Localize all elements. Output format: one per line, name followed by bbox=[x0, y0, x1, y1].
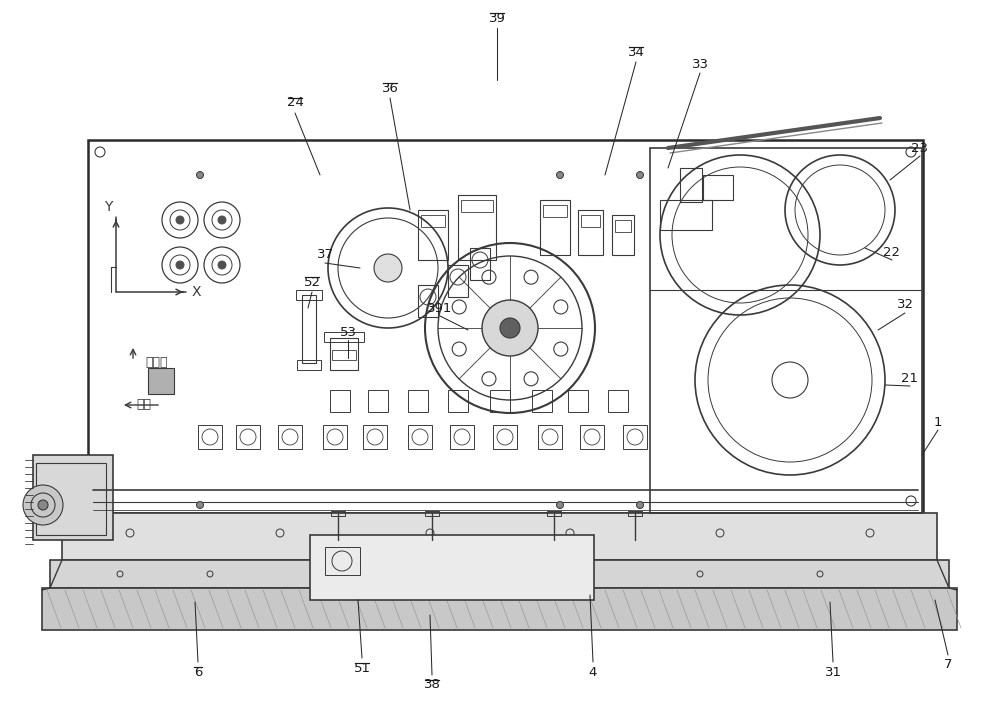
Circle shape bbox=[637, 502, 644, 508]
Bar bbox=[42, 588, 957, 630]
Bar bbox=[148, 368, 174, 394]
Bar bbox=[448, 265, 468, 297]
Text: 21: 21 bbox=[902, 371, 918, 385]
Text: 53: 53 bbox=[340, 326, 356, 339]
Bar bbox=[62, 513, 937, 560]
Bar bbox=[88, 140, 923, 513]
Bar bbox=[448, 390, 468, 412]
Bar bbox=[408, 425, 432, 449]
Text: 34: 34 bbox=[628, 46, 644, 58]
Bar bbox=[538, 425, 562, 449]
Circle shape bbox=[176, 216, 184, 224]
Circle shape bbox=[500, 318, 520, 338]
Circle shape bbox=[38, 500, 48, 510]
Bar bbox=[324, 332, 364, 342]
Circle shape bbox=[196, 502, 204, 508]
Bar bbox=[458, 195, 496, 260]
Circle shape bbox=[196, 172, 204, 179]
Bar bbox=[703, 175, 733, 200]
Circle shape bbox=[23, 485, 63, 525]
Bar bbox=[418, 285, 438, 317]
Bar bbox=[493, 425, 517, 449]
Bar bbox=[332, 350, 356, 360]
Bar bbox=[580, 425, 604, 449]
Bar bbox=[532, 390, 552, 412]
Bar bbox=[623, 425, 647, 449]
Bar bbox=[680, 168, 702, 202]
Bar bbox=[278, 425, 302, 449]
Text: 23: 23 bbox=[912, 142, 928, 155]
Bar bbox=[650, 148, 922, 513]
Bar bbox=[578, 210, 603, 255]
Text: 51: 51 bbox=[354, 662, 370, 675]
Bar bbox=[581, 215, 600, 227]
Text: 6: 6 bbox=[194, 665, 202, 678]
Text: 22: 22 bbox=[884, 246, 900, 259]
Circle shape bbox=[374, 254, 402, 282]
Text: 33: 33 bbox=[692, 58, 708, 71]
Bar bbox=[543, 205, 567, 217]
Bar bbox=[331, 511, 345, 516]
Bar bbox=[470, 248, 490, 280]
Bar bbox=[325, 547, 360, 575]
Bar bbox=[310, 535, 594, 600]
Bar bbox=[490, 390, 510, 412]
Bar bbox=[236, 425, 260, 449]
Bar bbox=[368, 390, 388, 412]
Text: 1: 1 bbox=[934, 416, 942, 428]
Bar bbox=[660, 200, 712, 230]
Circle shape bbox=[637, 172, 644, 179]
Circle shape bbox=[556, 502, 564, 508]
Text: X: X bbox=[192, 285, 202, 299]
Text: 24: 24 bbox=[287, 97, 303, 110]
Text: 52: 52 bbox=[304, 276, 320, 289]
Circle shape bbox=[218, 261, 226, 269]
Text: 38: 38 bbox=[424, 678, 440, 691]
Bar bbox=[568, 390, 588, 412]
Text: 36: 36 bbox=[382, 81, 398, 95]
Text: 37: 37 bbox=[316, 249, 334, 262]
Bar bbox=[450, 425, 474, 449]
Bar bbox=[615, 220, 631, 232]
Bar bbox=[198, 425, 222, 449]
Bar bbox=[425, 511, 439, 516]
Bar bbox=[296, 290, 322, 300]
Circle shape bbox=[482, 300, 538, 356]
Bar bbox=[418, 210, 448, 260]
Circle shape bbox=[556, 172, 564, 179]
Bar bbox=[297, 360, 321, 370]
Bar bbox=[608, 390, 628, 412]
Text: Y: Y bbox=[104, 200, 112, 214]
Text: 4: 4 bbox=[589, 665, 597, 678]
Text: 7: 7 bbox=[944, 659, 952, 672]
Bar bbox=[612, 215, 634, 255]
Bar bbox=[302, 295, 316, 363]
Text: 391: 391 bbox=[427, 302, 453, 315]
Text: 39: 39 bbox=[489, 12, 505, 25]
Text: 不合格: 不合格 bbox=[145, 356, 168, 369]
Bar bbox=[330, 338, 358, 370]
Bar bbox=[330, 390, 350, 412]
Text: 合格: 合格 bbox=[136, 398, 151, 411]
Text: 32: 32 bbox=[896, 299, 914, 311]
Circle shape bbox=[218, 216, 226, 224]
Bar bbox=[33, 455, 113, 540]
Bar bbox=[547, 511, 561, 516]
Bar bbox=[50, 560, 949, 588]
Bar bbox=[461, 200, 493, 212]
Bar bbox=[363, 425, 387, 449]
Bar bbox=[408, 390, 428, 412]
Bar bbox=[540, 200, 570, 255]
Text: 31: 31 bbox=[824, 665, 842, 678]
Bar bbox=[323, 425, 347, 449]
Bar bbox=[36, 463, 106, 535]
Circle shape bbox=[176, 261, 184, 269]
Bar bbox=[628, 511, 642, 516]
Bar bbox=[421, 215, 445, 227]
